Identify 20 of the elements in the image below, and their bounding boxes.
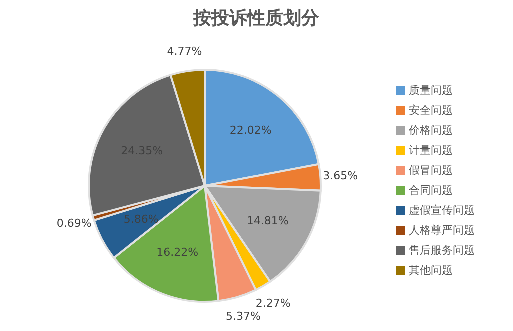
data-label: 0.69% [56, 217, 92, 230]
legend-label: 其他问题 [409, 264, 453, 277]
chart-title: 按投诉性质划分 [192, 7, 320, 31]
legend-label: 计量问题 [409, 144, 453, 157]
legend-label: 合同问题 [409, 184, 453, 197]
data-label: 14.81% [246, 214, 289, 228]
data-label: 2.27% [256, 297, 291, 310]
data-label: 5.86% [124, 213, 159, 226]
legend-label: 售后服务问题 [409, 244, 475, 257]
legend-label: 质量问题 [409, 84, 453, 97]
legend-label: 安全问题 [409, 104, 453, 117]
legend-label: 虚假宣传问题 [409, 204, 475, 217]
data-label: 4.77% [167, 45, 202, 58]
legend-label: 人格尊严问题 [409, 224, 475, 237]
legend-label: 假冒问题 [409, 164, 453, 177]
data-label: 5.37% [226, 310, 261, 323]
data-label: 3.65% [323, 170, 358, 183]
data-label: 16.22% [156, 246, 199, 259]
legend-label: 价格问题 [409, 124, 453, 137]
data-label: 22.02% [230, 124, 272, 138]
